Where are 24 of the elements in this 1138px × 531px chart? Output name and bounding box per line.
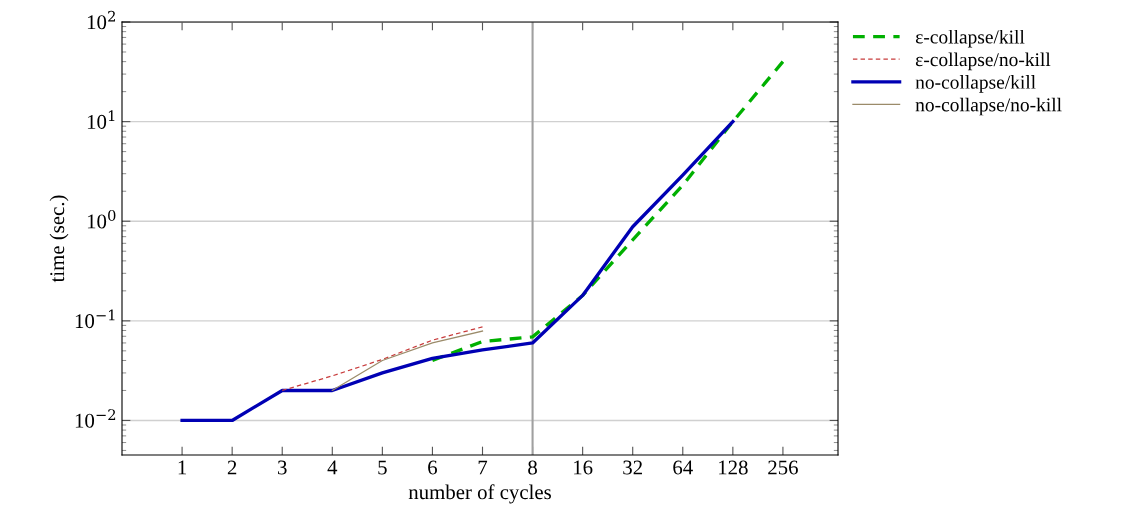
y-tick-label: 10$^{−2}$	[75, 409, 116, 428]
x-tick-label: 1	[178, 460, 187, 475]
y-tick-label: 10$^{1}$	[87, 110, 115, 129]
x-tick-label: 4	[327, 460, 338, 475]
x-tick-label: 5	[378, 460, 387, 475]
y-tick-label: 10$^{0}$	[87, 209, 116, 229]
x-tick-label: 6	[428, 460, 438, 475]
legend-label: no-collapse/kill	[915, 75, 1036, 93]
legend-label: no-collapse/no-kill	[915, 97, 1062, 116]
y-tick-label: 10$^{2}$	[87, 10, 115, 30]
legend-label: ε-collapse/no-kill	[915, 52, 1051, 71]
x-tick-label: 8	[528, 460, 537, 475]
x-tick-label: 2	[227, 460, 237, 475]
x-tick-label: 256	[768, 460, 798, 475]
x-tick-label: 64	[673, 460, 693, 475]
x-tick-label: 3	[278, 460, 287, 475]
x-tick-label: 32	[623, 460, 642, 475]
y-axis-title: time (sec.)	[49, 195, 69, 283]
x-tick-label: 16	[574, 460, 593, 475]
x-tick-label: 128	[719, 460, 748, 475]
x-axis-title: number of cycles	[408, 484, 551, 504]
legend-label: ε-collapse/kill	[915, 29, 1025, 48]
y-tick-label: 10$^{−1}$	[75, 309, 115, 329]
x-tick-label: 7	[478, 460, 488, 475]
